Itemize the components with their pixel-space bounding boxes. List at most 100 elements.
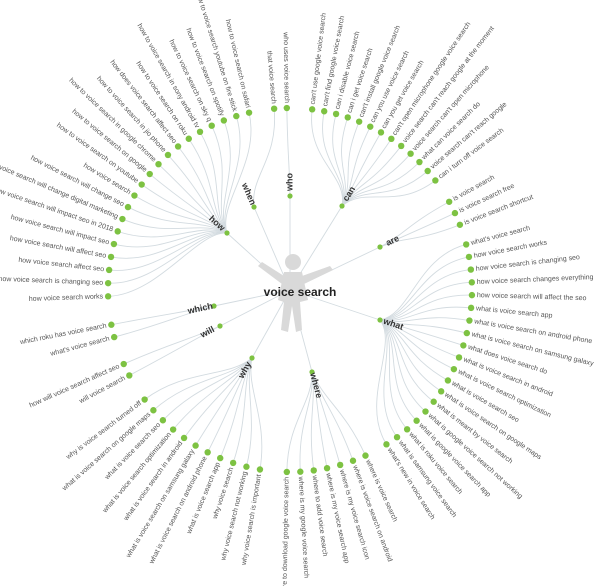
- leaf-node-dot[interactable]: [451, 209, 459, 217]
- leaf-node-dot[interactable]: [256, 466, 264, 473]
- suggestion-label[interactable]: what is voice search app: [475, 305, 553, 320]
- leaf-node-dot[interactable]: [437, 388, 445, 395]
- suggestion-label[interactable]: that voice search: [265, 51, 277, 104]
- leaf-node-dot[interactable]: [407, 150, 414, 157]
- leaf-node-dot[interactable]: [468, 291, 476, 299]
- leaf-node-dot[interactable]: [196, 128, 204, 136]
- leaf-node-dot[interactable]: [131, 192, 138, 199]
- leaf-node-dot[interactable]: [355, 118, 363, 125]
- leaf-node-dot[interactable]: [413, 417, 420, 424]
- leaf-node-dot[interactable]: [119, 215, 126, 223]
- leaf-node-dot[interactable]: [332, 110, 340, 118]
- leaf-node-dot[interactable]: [455, 354, 463, 361]
- leaf-node-dot[interactable]: [467, 304, 475, 312]
- suggestion-label[interactable]: how voice search changes everything: [477, 274, 594, 286]
- leaf-node-dot[interactable]: [398, 142, 405, 150]
- leaf-node-dot[interactable]: [159, 417, 167, 424]
- leaf-node-dot[interactable]: [220, 117, 228, 124]
- suggestion-label[interactable]: how voice search affect seo: [18, 257, 105, 273]
- suggestion-label[interactable]: is voice search shortcut: [463, 194, 534, 227]
- suggestion-label[interactable]: how voice search is changing seo: [475, 254, 580, 273]
- leaf-node-dot[interactable]: [138, 181, 145, 188]
- leaf-node-dot[interactable]: [155, 160, 162, 168]
- leaf-node-dot[interactable]: [416, 158, 423, 166]
- leaf-node-dot[interactable]: [445, 198, 453, 205]
- leaf-node-dot[interactable]: [344, 114, 351, 121]
- leaf-node-dot[interactable]: [456, 221, 464, 228]
- leaf-node-dot[interactable]: [185, 135, 192, 142]
- leaf-node-dot[interactable]: [424, 167, 431, 175]
- leaf-node-dot[interactable]: [283, 104, 291, 112]
- leaf-node-dot[interactable]: [204, 449, 211, 456]
- suggestion-label[interactable]: how voice search will affect the seo: [477, 292, 587, 302]
- question-word-when[interactable]: when: [239, 180, 258, 206]
- leaf-node-dot[interactable]: [111, 333, 118, 341]
- leaf-node-dot[interactable]: [308, 106, 316, 113]
- leaf-node-dot[interactable]: [245, 109, 253, 116]
- leaf-node-dot[interactable]: [422, 408, 429, 415]
- leaf-node-dot[interactable]: [243, 463, 250, 470]
- suggestion-label[interactable]: who uses voice search: [282, 31, 290, 103]
- leaf-node-dot[interactable]: [463, 329, 471, 337]
- suggestion-label[interactable]: what is voice search app: [186, 461, 222, 535]
- leaf-node-dot[interactable]: [108, 321, 115, 328]
- leaf-node-dot[interactable]: [367, 123, 374, 130]
- leaf-node-dot[interactable]: [349, 457, 357, 464]
- question-word-will[interactable]: will: [198, 324, 216, 340]
- leaf-node-dot[interactable]: [321, 108, 328, 115]
- leaf-node-dot[interactable]: [146, 170, 153, 178]
- hub-node-dot[interactable]: [211, 303, 217, 309]
- leaf-node-dot[interactable]: [383, 441, 390, 448]
- leaf-node-dot[interactable]: [468, 279, 476, 286]
- leaf-node-dot[interactable]: [124, 203, 132, 211]
- leaf-node-dot[interactable]: [467, 266, 475, 273]
- leaf-node-dot[interactable]: [432, 177, 439, 184]
- leaf-node-dot[interactable]: [430, 398, 437, 405]
- suggestion-label[interactable]: how voice search works: [29, 293, 104, 303]
- leaf-node-dot[interactable]: [229, 459, 237, 467]
- leaf-node-dot[interactable]: [114, 228, 121, 235]
- hub-node-dot[interactable]: [251, 204, 257, 210]
- leaf-node-dot[interactable]: [463, 241, 470, 248]
- leaf-node-dot[interactable]: [336, 461, 344, 469]
- leaf-node-dot[interactable]: [150, 407, 157, 414]
- leaf-node-dot[interactable]: [393, 433, 401, 441]
- leaf-node-dot[interactable]: [120, 360, 127, 368]
- leaf-node-dot[interactable]: [180, 434, 188, 442]
- leaf-node-dot[interactable]: [460, 342, 467, 349]
- leaf-node-dot[interactable]: [450, 365, 458, 373]
- hub-node-dot[interactable]: [224, 230, 230, 236]
- leaf-node-dot[interactable]: [377, 129, 385, 136]
- question-word-who[interactable]: who: [284, 173, 294, 192]
- leaf-node-dot[interactable]: [403, 426, 411, 433]
- hub-node-dot[interactable]: [377, 317, 383, 323]
- leaf-node-dot[interactable]: [105, 266, 113, 274]
- suggestion-label[interactable]: how voice search is changing seo: [0, 276, 103, 287]
- hub-node-dot[interactable]: [377, 244, 383, 250]
- leaf-node-dot[interactable]: [208, 122, 215, 129]
- leaf-node-dot[interactable]: [323, 464, 331, 472]
- leaf-node-dot[interactable]: [283, 468, 291, 476]
- leaf-node-dot[interactable]: [104, 279, 112, 287]
- leaf-node-dot[interactable]: [192, 442, 199, 449]
- leaf-node-dot[interactable]: [141, 396, 148, 403]
- leaf-node-dot[interactable]: [107, 253, 115, 261]
- leaf-node-dot[interactable]: [362, 452, 369, 459]
- leaf-node-dot[interactable]: [169, 426, 177, 433]
- leaf-node-dot[interactable]: [110, 240, 118, 248]
- suggestion-label[interactable]: where to download google voice search: [281, 477, 290, 586]
- question-word-which[interactable]: which: [186, 301, 214, 316]
- hub-node-dot[interactable]: [287, 193, 293, 199]
- leaf-node-dot[interactable]: [388, 135, 395, 143]
- leaf-node-dot[interactable]: [310, 467, 317, 474]
- hub-node-dot[interactable]: [309, 369, 315, 375]
- leaf-node-dot[interactable]: [126, 372, 133, 379]
- leaf-node-dot[interactable]: [466, 317, 473, 324]
- suggestion-label[interactable]: where is my google voice search: [297, 476, 310, 579]
- hub-node-dot[interactable]: [217, 323, 223, 329]
- suggestion-label[interactable]: where to add voice search: [310, 474, 328, 557]
- leaf-node-dot[interactable]: [164, 151, 172, 159]
- leaf-node-dot[interactable]: [174, 143, 182, 150]
- leaf-node-dot[interactable]: [217, 454, 224, 462]
- leaf-node-dot[interactable]: [444, 377, 452, 384]
